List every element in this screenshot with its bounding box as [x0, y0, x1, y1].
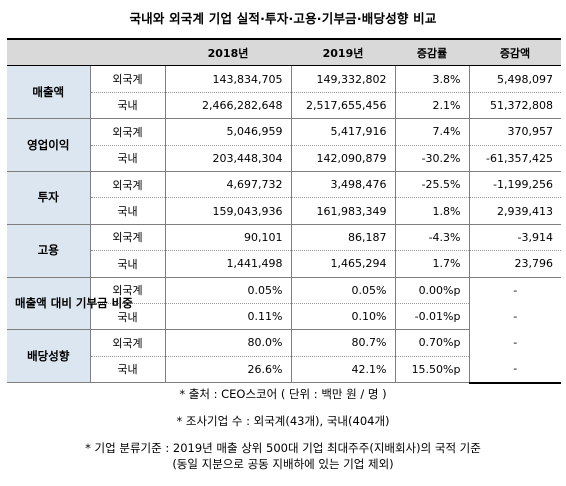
- row-type: 국내: [90, 356, 166, 384]
- header-rate: 증감률: [395, 38, 469, 67]
- table-header-row: 2018년 2019년 증감률 증감액: [7, 38, 561, 67]
- table-row: 매출액 대비 기부금 비중 외국계 0.05% 0.05% 0.00%p -: [7, 277, 561, 331]
- change-amount: -: [469, 356, 561, 384]
- row-type: 국내: [90, 92, 166, 120]
- note-criteria-detail: (동일 지분으로 공동 지배하에 있는 기업 제외): [172, 457, 394, 471]
- row-type: 외국계: [90, 329, 166, 357]
- change-rate: -0.01%p: [395, 303, 470, 331]
- change-rate: -30.2%: [395, 145, 470, 172]
- table-row: 국내 2,466,282,648 2,517,655,456 2.1% 51,372,8…: [7, 92, 561, 120]
- comparison-table: 2018년 2019년 증감률 증감액 매출액 외국계 143,834,705 149…: [7, 38, 561, 384]
- row-type: 국내: [90, 197, 166, 225]
- value-2019: 5,417,916: [291, 118, 396, 146]
- change-rate: 1.8%: [395, 197, 470, 225]
- table-row: 배당성향 외국계 80.0% 80.7% 0.70%p -: [7, 329, 561, 384]
- change-rate: 0.00%p: [395, 277, 470, 304]
- group-label: 투자: [7, 171, 91, 225]
- group-label: 고용: [7, 224, 91, 278]
- change-rate: 3.8%: [395, 65, 470, 93]
- group-label: 매출액 대비 기부금 비중: [7, 277, 133, 331]
- value-2018: 90,101: [165, 224, 292, 252]
- value-2019: 1,465,294: [291, 250, 396, 278]
- change-rate: 0.70%p: [395, 329, 470, 357]
- change-amount: 2,939,413: [469, 197, 561, 225]
- header-blank: [7, 38, 165, 67]
- row-type: 국내: [90, 250, 166, 278]
- row-type: 국내: [90, 145, 166, 172]
- change-rate: -25.5%: [395, 171, 470, 199]
- value-2018: 1,441,498: [165, 250, 292, 278]
- table-row: 국내 0.11% 0.10% -0.01%p -: [7, 303, 561, 331]
- header-amount: 증감액: [469, 38, 561, 67]
- value-2018: 5,046,959: [165, 118, 292, 146]
- change-amount: -: [513, 336, 518, 350]
- row-type: 외국계: [90, 224, 166, 252]
- change-amount: 51,372,808: [469, 92, 561, 120]
- value-2018: 0.11%: [165, 303, 292, 331]
- change-rate: 1.7%: [395, 250, 470, 278]
- group-label: 배당성향: [7, 329, 91, 384]
- row-type: 외국계: [90, 277, 166, 304]
- value-2019: 161,983,349: [291, 197, 396, 225]
- value-2019: 149,332,802: [291, 65, 396, 93]
- change-rate: 2.1%: [395, 92, 470, 120]
- header-2019: 2019년: [291, 38, 395, 67]
- change-rate: 15.50%p: [395, 356, 470, 384]
- change-amount: 5,498,097: [469, 65, 561, 93]
- value-2018: 26.6%: [165, 356, 292, 384]
- value-2018: 203,448,304: [165, 145, 292, 172]
- row-type: 외국계: [90, 65, 166, 93]
- row-type: 외국계: [90, 118, 166, 146]
- note-criteria: * 기업 분류기준 : 2019년 매출 상위 500대 기업 최대주주(지배회…: [85, 441, 481, 455]
- row-type: 국내: [90, 303, 166, 331]
- group-label: 영업이익: [7, 118, 91, 172]
- table-row: 국내 203,448,304 142,090,879 -30.2% -61,357,42…: [7, 145, 561, 172]
- change-amount: -: [513, 283, 518, 297]
- table-row: 투자 외국계 4,697,732 3,498,476 -25.5% -1,199,256: [7, 171, 561, 225]
- value-2018: 4,697,732: [165, 171, 292, 199]
- table-row: 고용 외국계 90,101 86,187 -4.3% -3,914: [7, 224, 561, 278]
- value-2018: 2,466,282,648: [165, 92, 292, 120]
- note-sample: * 조사기업 수 : 외국계(43개), 국내(404개): [176, 414, 390, 428]
- value-2019: 3,498,476: [291, 171, 396, 199]
- value-2019: 0.05%: [291, 277, 396, 304]
- change-amount: -1,199,256: [469, 171, 561, 199]
- value-2019: 0.10%: [291, 303, 396, 331]
- change-amount: -3,914: [469, 224, 561, 252]
- change-rate: -4.3%: [395, 224, 470, 252]
- change-amount: 370,957: [469, 118, 561, 146]
- value-2018: 159,043,936: [165, 197, 292, 225]
- change-amount: -61,357,425: [469, 145, 561, 172]
- change-amount: 23,796: [469, 250, 561, 278]
- value-2019: 142,090,879: [291, 145, 396, 172]
- value-2018: 143,834,705: [165, 65, 292, 93]
- value-2018: 80.0%: [165, 329, 292, 357]
- value-2019: 42.1%: [291, 356, 396, 384]
- value-2019: 80.7%: [291, 329, 396, 357]
- value-2018: 0.05%: [165, 277, 292, 304]
- table-row: 국내 26.6% 42.1% 15.50%p -: [7, 356, 561, 384]
- change-rate: 7.4%: [395, 118, 470, 146]
- group-label: 매출액: [7, 65, 91, 120]
- change-amount: -: [513, 310, 518, 324]
- header-2018: 2018년: [165, 38, 291, 67]
- value-2019: 86,187: [291, 224, 396, 252]
- table-row: 국내 1,441,498 1,465,294 1.7% 23,796: [7, 250, 561, 278]
- note-source: * 출처 : CEO스코어 ( 단위 : 백만 원 / 명 ): [179, 387, 387, 401]
- table-row: 영업이익 외국계 5,046,959 5,417,916 7.4% 370,957: [7, 118, 561, 172]
- table-row: 매출액 외국계 143,834,705 149,332,802 3.8% 5,498,09…: [7, 65, 561, 120]
- row-type: 외국계: [90, 171, 166, 199]
- page-title: 국내와 외국계 기업 실적·투자·고용·기부금·배당성향 비교: [129, 11, 437, 26]
- value-2019: 2,517,655,456: [291, 92, 396, 120]
- table-row: 국내 159,043,936 161,983,349 1.8% 2,939,413: [7, 197, 561, 225]
